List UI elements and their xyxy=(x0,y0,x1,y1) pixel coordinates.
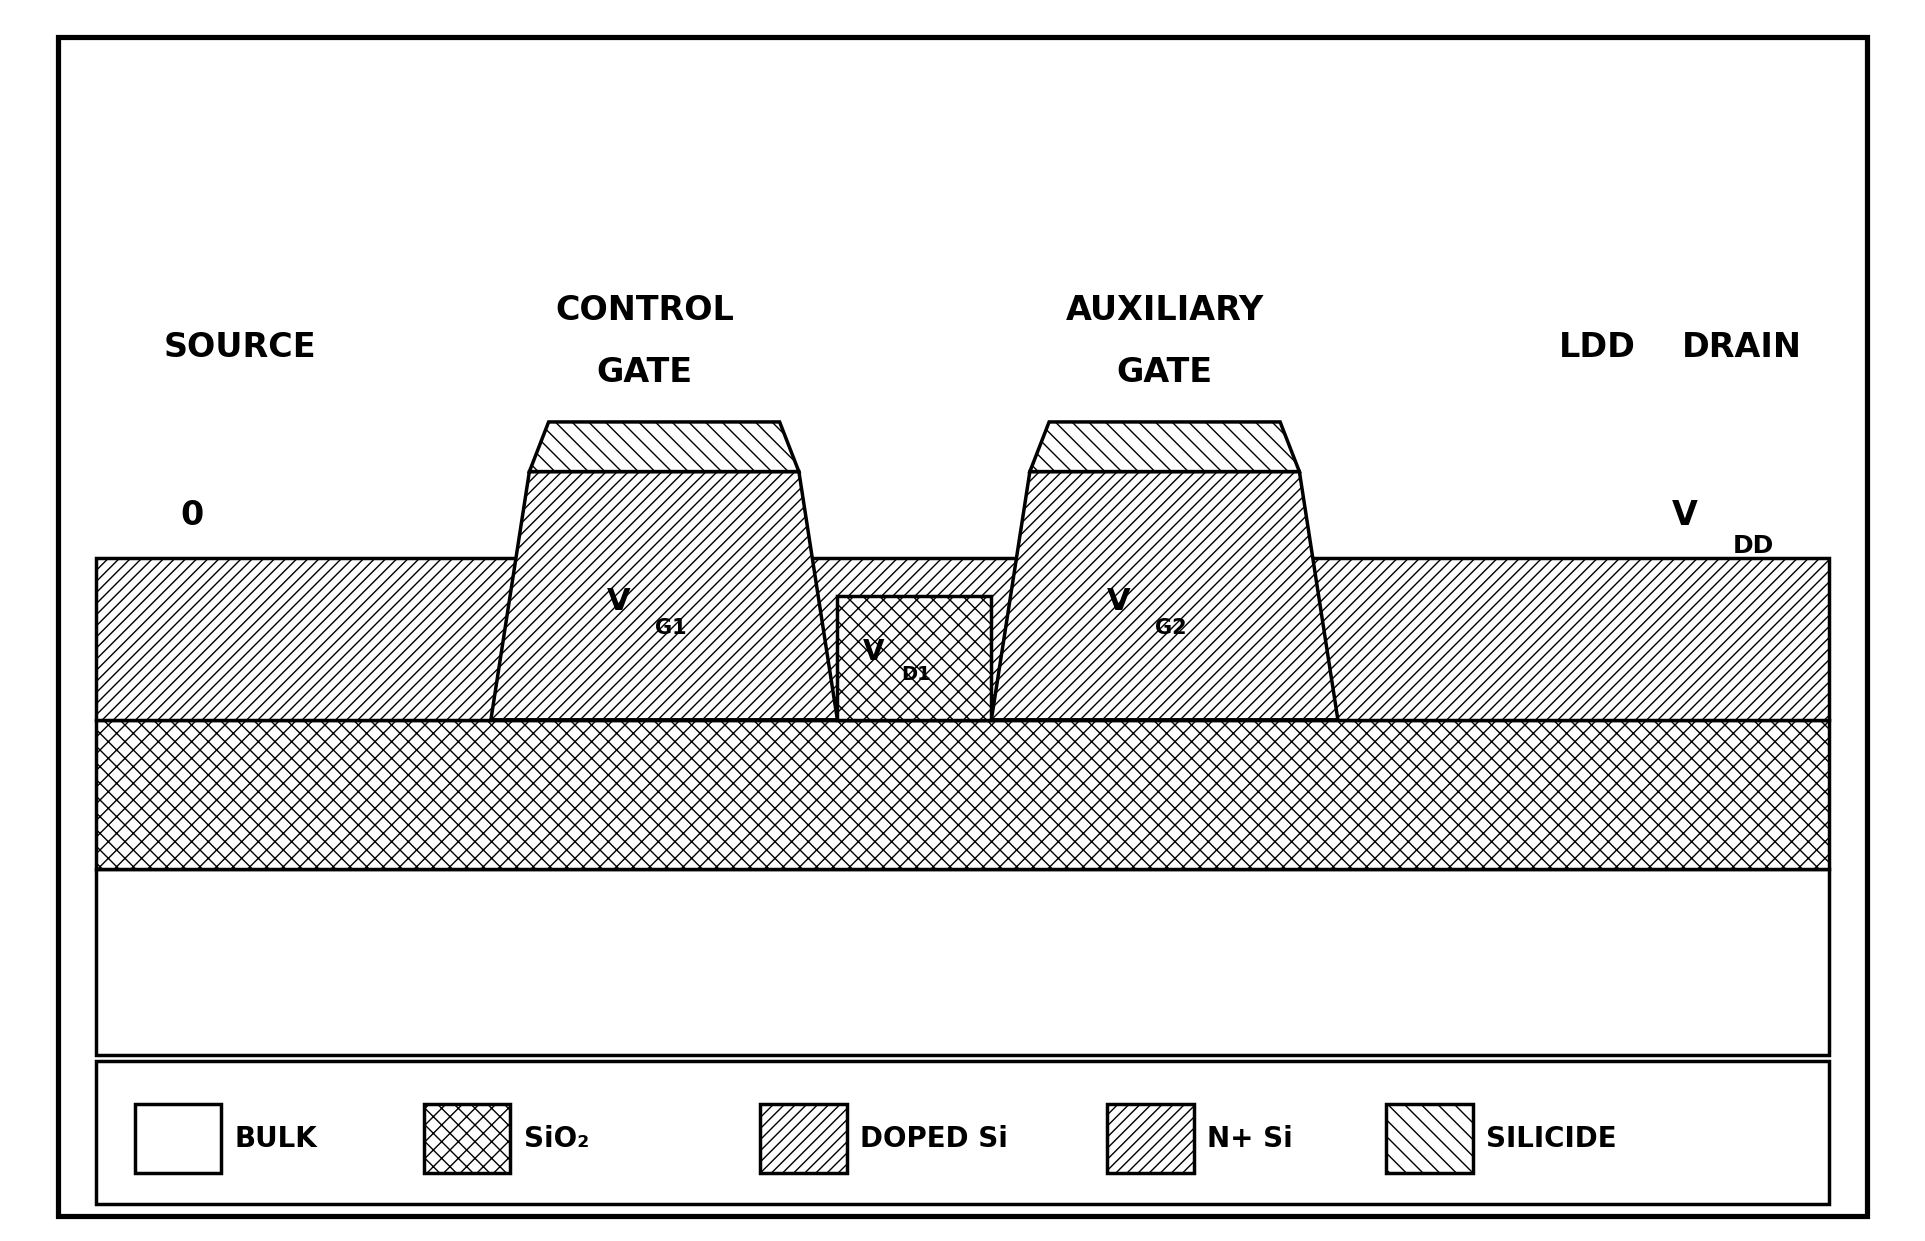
Text: DOPED Si: DOPED Si xyxy=(860,1126,1009,1153)
Text: SILICIDE: SILICIDE xyxy=(1486,1126,1617,1153)
Polygon shape xyxy=(991,472,1338,720)
Text: V: V xyxy=(606,587,629,617)
Text: BULK: BULK xyxy=(235,1126,318,1153)
Bar xyxy=(424,1104,510,1173)
Bar xyxy=(1386,1104,1473,1173)
Text: SiO₂: SiO₂ xyxy=(524,1126,589,1153)
Bar xyxy=(96,1061,1829,1204)
Text: G2: G2 xyxy=(1155,618,1186,638)
Bar xyxy=(96,558,1829,720)
Text: V: V xyxy=(1107,587,1130,617)
Bar xyxy=(96,720,1829,869)
Bar xyxy=(96,869,1829,1055)
Text: LDD: LDD xyxy=(1559,331,1636,364)
Text: CONTROL: CONTROL xyxy=(556,294,733,326)
Text: GATE: GATE xyxy=(597,356,693,388)
Text: V: V xyxy=(1671,499,1698,531)
Text: D1: D1 xyxy=(901,665,930,684)
Text: GATE: GATE xyxy=(1116,356,1213,388)
Text: DD: DD xyxy=(1732,534,1773,557)
Text: V: V xyxy=(862,638,884,665)
Bar xyxy=(760,1104,847,1173)
Text: 0: 0 xyxy=(181,499,204,531)
Polygon shape xyxy=(1030,422,1299,472)
Polygon shape xyxy=(529,422,799,472)
Text: N+ Si: N+ Si xyxy=(1207,1126,1294,1153)
Bar xyxy=(1107,1104,1194,1173)
Text: DRAIN: DRAIN xyxy=(1682,331,1802,364)
Polygon shape xyxy=(491,472,837,720)
Bar xyxy=(135,1104,221,1173)
Bar xyxy=(837,596,991,720)
Text: G1: G1 xyxy=(654,618,685,638)
Text: AUXILIARY: AUXILIARY xyxy=(1066,294,1263,326)
Text: SOURCE: SOURCE xyxy=(164,331,316,364)
